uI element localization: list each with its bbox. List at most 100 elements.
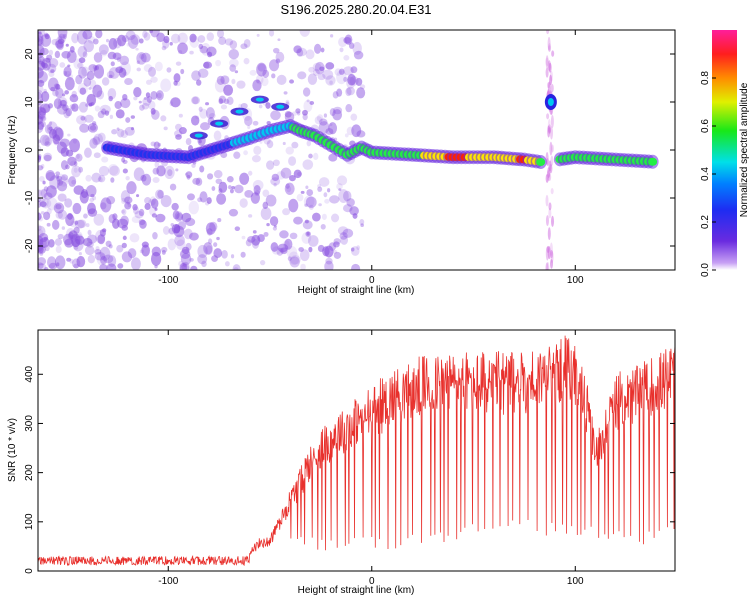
heatmap-speckle (71, 179, 77, 185)
heatmap-speckle (185, 137, 192, 146)
heatmap-speckle (141, 102, 150, 110)
heatmap-speckle (211, 186, 216, 191)
heatmap-band (545, 67, 549, 78)
spectrogram-ytick-label: 0 (24, 147, 35, 153)
heatmap-speckle (161, 45, 167, 51)
heatmap-branch-core (235, 109, 244, 114)
heatmap-speckle (206, 228, 213, 236)
heatmap-speckle (92, 84, 103, 98)
heatmap-speckle (54, 50, 61, 59)
heatmap-speckle (192, 96, 199, 105)
spectrogram-ytick-label: -10 (24, 190, 35, 205)
heatmap-speckle (77, 62, 84, 69)
heatmap-speckle (100, 49, 108, 57)
heatmap-speckle (133, 96, 138, 101)
heatmap-speckle (145, 79, 152, 85)
heatmap-speckle (64, 70, 72, 77)
heatmap-speckle (80, 115, 86, 121)
heatmap-speckle (91, 172, 102, 183)
heatmap-speckle (39, 42, 45, 49)
heatmap-speckle (229, 188, 234, 194)
heatmap-speckle (216, 75, 225, 86)
heatmap-speckle (263, 231, 269, 237)
heatmap-speckle (329, 195, 340, 204)
heatmap-band (547, 36, 551, 51)
heatmap-speckle (110, 177, 115, 183)
heatmap-speckle (355, 77, 363, 86)
heatmap-speckle (57, 193, 67, 202)
heatmap-speckle (319, 66, 325, 72)
heatmap-speckle (151, 213, 157, 218)
colorbar-tick-label: 0.0 (700, 263, 711, 277)
heatmap-speckle (132, 204, 138, 211)
heatmap-speckle (198, 43, 204, 50)
heatmap-speckle (88, 64, 98, 72)
heatmap-speckle (57, 209, 68, 220)
heatmap-speckle (56, 262, 60, 267)
heatmap-speckle (298, 247, 304, 252)
heatmap-speckle (171, 202, 179, 211)
heatmap-band (550, 114, 554, 128)
heatmap-speckle (179, 264, 190, 270)
heatmap-speckle (195, 115, 200, 120)
heatmap-speckle (346, 86, 355, 96)
heatmap-speckle (142, 97, 152, 106)
heatmap-speckle (97, 177, 103, 183)
heatmap-speckle (149, 206, 156, 216)
heatmap-speckle (65, 164, 70, 170)
heatmap-speckle (191, 163, 196, 168)
heatmap-speckle (283, 91, 288, 95)
heatmap-speckle (302, 159, 314, 170)
heatmap-speckle (175, 168, 179, 172)
heatmap-speckle (175, 61, 182, 66)
heatmap-speckle (211, 255, 218, 262)
heatmap-speckle (150, 91, 158, 100)
heatmap-speckle (67, 64, 71, 68)
heatmap-speckle (307, 73, 318, 85)
heatmap-speckle (216, 30, 225, 39)
heatmap-speckle (185, 242, 192, 251)
heatmap-speckle (38, 244, 44, 254)
heatmap-speckle (87, 254, 96, 264)
heatmap-speckle (82, 30, 93, 40)
heatmap-speckle (68, 176, 77, 187)
heatmap-speckle (139, 219, 147, 229)
heatmap-speckle (92, 65, 98, 70)
heatmap-speckle (336, 175, 348, 186)
heatmap-speckle (174, 211, 183, 222)
heatmap-speckle (53, 202, 65, 214)
snr-ytick-label: 0 (24, 568, 35, 574)
heatmap-speckle (150, 76, 158, 83)
heatmap-speckle (276, 171, 286, 180)
heatmap-speckle (50, 69, 55, 73)
heatmap-speckle (233, 151, 241, 159)
heatmap-speckle (176, 213, 184, 221)
spectrogram-xlabel: Height of straight line (km) (298, 285, 415, 296)
heatmap-speckle (179, 249, 191, 260)
heatmap-speckle (306, 99, 310, 103)
heatmap-band (545, 55, 549, 69)
heatmap-speckle (121, 242, 127, 249)
heatmap-speckle (138, 219, 146, 226)
heatmap-band (546, 245, 550, 254)
heatmap-speckle (162, 226, 170, 235)
heatmap-speckle (71, 32, 79, 44)
heatmap-speckle (206, 32, 215, 42)
heatmap-band (547, 45, 551, 52)
heatmap-speckle (175, 134, 182, 140)
heatmap-speckle (38, 228, 44, 239)
heatmap-band (551, 50, 555, 57)
heatmap-speckle (45, 57, 51, 63)
heatmap-band (546, 170, 550, 182)
heatmap-speckle (138, 100, 142, 104)
heatmap-speckle (93, 52, 103, 63)
heatmap-speckle (120, 215, 129, 227)
heatmap-speckle (93, 64, 105, 79)
heatmap-speckle (343, 54, 350, 61)
heatmap-speckle (297, 71, 307, 80)
heatmap-speckle (338, 189, 349, 203)
heatmap-speckle (177, 42, 188, 55)
heatmap-band (548, 173, 552, 181)
heatmap-branch-core (255, 97, 264, 102)
heatmap-speckle (349, 76, 359, 86)
